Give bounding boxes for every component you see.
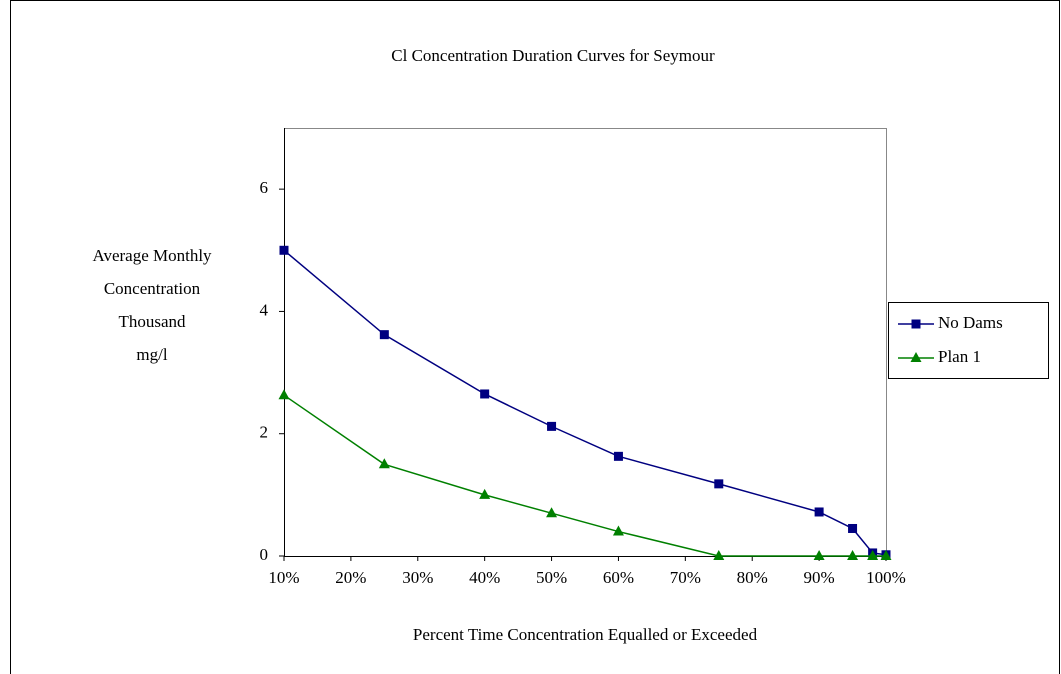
marker [713, 550, 725, 560]
x-tick-label: 30% [402, 568, 433, 587]
marker [547, 421, 557, 431]
x-tick-label: 10% [268, 568, 299, 587]
marker [378, 458, 390, 469]
y-axis-label: Concentration [104, 279, 201, 298]
x-tick-label: 40% [469, 568, 500, 587]
marker [847, 550, 859, 560]
marker [714, 479, 724, 489]
marker [612, 525, 624, 536]
marker [546, 507, 558, 518]
marker [911, 319, 921, 329]
marker [867, 550, 879, 560]
y-axis-label: Thousand [118, 312, 186, 331]
legend-label: Plan 1 [938, 347, 981, 366]
marker [613, 451, 623, 461]
marker [880, 550, 892, 560]
x-tick-label: 80% [737, 568, 768, 587]
chart-title: Cl Concentration Duration Curves for Sey… [391, 46, 715, 65]
marker [848, 523, 858, 533]
legend-label: No Dams [938, 313, 1003, 332]
marker [278, 389, 290, 400]
marker [910, 352, 922, 362]
marker [480, 389, 490, 399]
marker [813, 550, 825, 560]
marker [379, 330, 389, 340]
marker [279, 245, 289, 255]
x-tick-label: 50% [536, 568, 567, 587]
x-tick-label: 20% [335, 568, 366, 587]
x-tick-label: 70% [670, 568, 701, 587]
x-axis-label: Percent Time Concentration Equalled or E… [413, 625, 758, 644]
y-axis-label: mg/l [136, 345, 167, 364]
y-tick-label: 2 [260, 423, 269, 442]
y-tick-label: 0 [260, 545, 269, 564]
frame [10, 0, 1060, 674]
marker [814, 507, 824, 517]
y-tick-label: 6 [260, 178, 269, 197]
legend [888, 302, 1049, 379]
series-line [283, 394, 886, 557]
x-tick-label: 100% [866, 568, 906, 587]
x-tick-label: 90% [804, 568, 835, 587]
y-tick-label: 4 [260, 300, 269, 319]
marker [479, 488, 491, 499]
plot-area [284, 128, 887, 557]
series-line [283, 249, 887, 556]
y-axis-label: Average Monthly [92, 246, 212, 265]
x-tick-label: 60% [603, 568, 634, 587]
